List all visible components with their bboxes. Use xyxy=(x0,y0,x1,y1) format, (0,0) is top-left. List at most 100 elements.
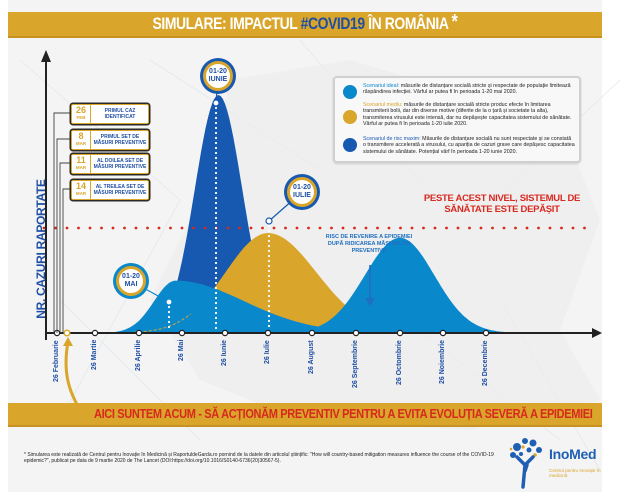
threshold-dot xyxy=(203,226,207,230)
peak-guide-dot xyxy=(214,306,218,310)
peak-marker xyxy=(265,217,273,225)
peak-guide-dot xyxy=(214,226,218,230)
legend: Scenariul ideal: măsurile de distanțare … xyxy=(333,76,581,163)
x-tick-marker xyxy=(482,329,490,337)
peak-guide-dot xyxy=(214,316,218,320)
risk-label: RISC DE REVENIRE A EPIDEMIEI DUPĂ RIDICA… xyxy=(325,234,413,254)
legend-text: Scenariul de risc maxim: Măsurile de dis… xyxy=(363,136,575,155)
peak-guide-dot xyxy=(267,274,271,278)
peak-bubble-label: 01-20 IULIE xyxy=(288,184,316,200)
peak-guide-dot xyxy=(214,241,218,245)
threshold-dot xyxy=(134,226,138,230)
peak-guide-dot xyxy=(267,324,271,328)
threshold-dot xyxy=(54,226,57,230)
y-axis-label: NR. CAZURI RAPORTATE xyxy=(34,179,48,319)
peak-guide-dot xyxy=(267,254,271,258)
peak-guide-dot xyxy=(214,251,218,255)
peak-guide-dot xyxy=(214,151,218,155)
threshold-dot xyxy=(192,226,195,230)
peak-guide-dot xyxy=(267,309,271,313)
threshold-dot xyxy=(284,226,287,230)
x-tick-label: 26 Aprilie xyxy=(135,339,142,371)
peak-marker xyxy=(212,99,220,107)
threshold-dot xyxy=(399,226,402,230)
peak-range: 01-20 xyxy=(209,68,227,75)
event-day: 26 xyxy=(75,105,86,115)
threshold-dot xyxy=(491,226,494,230)
peak-guide-dot xyxy=(267,299,271,303)
threshold-dot xyxy=(353,226,356,230)
page-title: SIMULARE: IMPACTUL #COVID19 ÎN ROMÂNIA * xyxy=(152,11,458,33)
peak-range: 01-20 xyxy=(122,273,140,280)
threshold-dot xyxy=(157,226,161,230)
peak-guide-dot xyxy=(214,161,218,165)
peak-guide-dot xyxy=(214,286,218,290)
peak-guide-dot xyxy=(214,236,218,240)
threshold-dot xyxy=(525,226,529,230)
x-tick-label: 26 August xyxy=(308,340,315,374)
peak-guide-dot xyxy=(214,281,218,285)
event-box: 8 MAR PRIMUL SET DE MĂSURI PREVENTIVE xyxy=(71,130,149,150)
peak-guide-dot xyxy=(214,256,218,260)
event-date: 11 MAR xyxy=(72,155,91,173)
peak-bubble-inner xyxy=(119,269,143,293)
threshold-dot xyxy=(445,226,448,230)
event-month: MAR xyxy=(75,191,87,196)
footnote: * Simularea este realizată de Centrul pe… xyxy=(24,452,494,465)
peak-month: MAI xyxy=(124,281,138,288)
x-tick-marker xyxy=(91,329,99,337)
logo-name: InoMed xyxy=(549,446,597,462)
area-scenariul-mediu xyxy=(57,233,510,333)
peak-guide-dot xyxy=(214,321,218,325)
current-arrow-head-icon xyxy=(63,337,73,346)
peak-guide-dot xyxy=(214,231,218,235)
threshold-dot xyxy=(307,226,310,230)
event-month: MAR xyxy=(75,165,87,170)
bottom-banner-text: AICI SUNTEM ACUM - SĂ ACȚIONĂM PREVENTIV… xyxy=(94,407,593,421)
legend-scenario-name: Scenariul mediu: xyxy=(363,102,403,108)
peak-marker xyxy=(165,298,173,306)
x-tick-marker xyxy=(439,329,447,337)
peak-guide-dot xyxy=(267,279,271,283)
event-connector xyxy=(56,138,71,333)
event-label: PRIMUL CAZ IDENTIFICAT xyxy=(104,108,136,120)
peak-guide-dot xyxy=(214,131,218,135)
x-tick-marker xyxy=(135,329,143,337)
peak-guide-dot xyxy=(214,266,218,270)
threshold-dot xyxy=(514,226,517,230)
event-box: 26 FEB PRIMUL CAZ IDENTIFICAT xyxy=(71,104,149,124)
peak-bubble-label: 01-20 MAI xyxy=(117,273,145,289)
threshold-dot xyxy=(376,226,379,230)
threshold-dot xyxy=(146,226,149,230)
current-position-marker xyxy=(63,329,71,337)
x-tick-label: 26 Octombrie xyxy=(396,340,403,385)
threshold-dot xyxy=(410,226,414,230)
x-tick-label: 26 Martie xyxy=(91,339,98,370)
threshold-dot xyxy=(88,226,92,230)
x-tick-marker xyxy=(352,329,360,337)
event-day: 14 xyxy=(75,181,86,191)
peak-guide-dot xyxy=(214,171,218,175)
legend-scenario-name: Scenariul de risc maxim: xyxy=(363,136,421,142)
peak-guide-dot xyxy=(214,196,218,200)
threshold-dot xyxy=(456,226,460,230)
peak-guide-dot xyxy=(214,176,218,180)
event-day: 11 xyxy=(76,155,86,165)
threshold-dot xyxy=(571,226,575,230)
peak-guide-dot xyxy=(214,146,218,150)
peak-bubble-label: 01-20 IUNIE xyxy=(204,68,232,84)
threshold-dot xyxy=(169,226,172,230)
peak-guide-dot xyxy=(214,111,218,115)
threshold-dot xyxy=(468,226,471,230)
risk-arrow-head-icon xyxy=(365,298,375,306)
event-label: AL DOILEA SET DE MĂSURI PREVENTIVE xyxy=(93,158,147,170)
event-date: 8 MAR xyxy=(72,131,91,149)
peak-guide-dot xyxy=(214,186,218,190)
peak-guide-dot xyxy=(214,206,218,210)
peak-guide-dot xyxy=(214,121,218,125)
event-connector xyxy=(53,112,71,333)
threshold-dot xyxy=(318,226,322,230)
threshold-dot xyxy=(560,226,563,230)
peak-guide-dot xyxy=(214,106,218,110)
x-tick-marker xyxy=(396,329,404,337)
